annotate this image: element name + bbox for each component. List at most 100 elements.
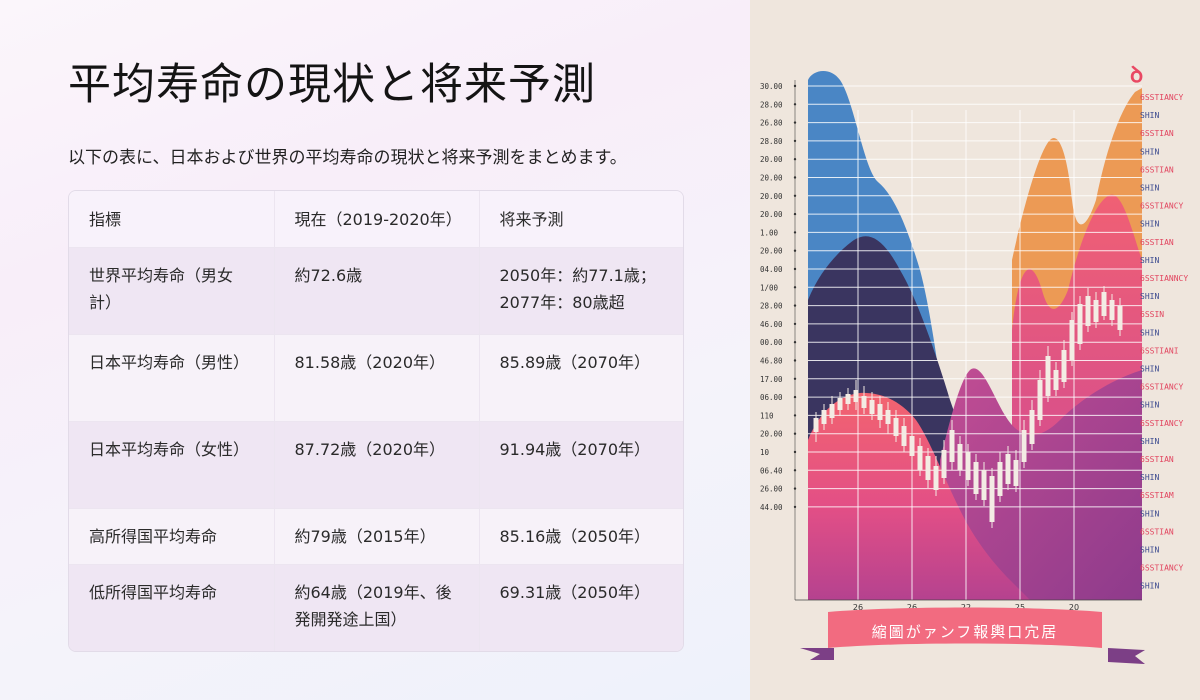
candle-body xyxy=(965,452,971,480)
right-side-label: SHIN xyxy=(1140,184,1159,193)
decorative-chart-illustration: 30.00 28.00 26.80 28.80 20.00 20.00 20.00 20.00… xyxy=(750,0,1200,700)
table-row: 低所得国平均寿命 約64歳（2019年、後発開発途上国） 69.31歳（2050… xyxy=(69,564,683,651)
candle-body xyxy=(909,436,915,456)
table-row: 世界平均寿命（男女計） 約72.6歳 2050年：約77.1歳；2077年：80… xyxy=(69,247,683,335)
candle-body xyxy=(1069,320,1075,360)
y-tick-dot xyxy=(793,212,797,216)
y-tick-dot xyxy=(793,139,797,143)
table-header-row: 指標 現在（2019-2020年） 将来予測 xyxy=(69,191,683,248)
right-side-label: SHIN xyxy=(1140,401,1159,410)
y-tick-label: 30.00 xyxy=(760,82,783,91)
candle-body xyxy=(845,394,851,404)
table-cell: 2050年：約77.1歳；2077年：80歳超 xyxy=(479,247,683,335)
y-tick-label: 06.40 xyxy=(760,466,783,475)
y-tick-label: 10 xyxy=(760,448,770,457)
right-side-label: 6SSTIANCY xyxy=(1140,383,1184,392)
life-expectancy-table: 指標 現在（2019-2020年） 将来予測 世界平均寿命（男女計） 約72.6… xyxy=(68,190,684,652)
right-side-label: 6SSTIAN xyxy=(1140,238,1174,247)
right-side-label: 6SSTIANCY xyxy=(1140,202,1184,211)
y-tick-label: 26.00 xyxy=(760,485,783,494)
candle-body xyxy=(949,430,955,462)
right-side-label: 6SSTIAN xyxy=(1140,129,1174,138)
illustration-svg: 30.00 28.00 26.80 28.80 20.00 20.00 20.00 20.00… xyxy=(760,63,1188,664)
grid-lines xyxy=(808,85,1142,600)
y-tick-dot xyxy=(793,432,797,435)
y-tick-label: 46.00 xyxy=(760,320,783,329)
candle-body xyxy=(1053,370,1059,390)
y-tick-label: 1/00 xyxy=(760,283,779,292)
right-side-label: 6SSTIANI xyxy=(1140,346,1179,355)
y-tick-dot xyxy=(793,450,797,454)
candle-body xyxy=(1093,300,1099,322)
right-side-label: SHIN xyxy=(1140,546,1159,555)
candle-body xyxy=(1117,306,1123,330)
candle-body xyxy=(1109,300,1115,320)
right-side-label: SHIN xyxy=(1140,292,1159,301)
right-side-label: SHIN xyxy=(1140,582,1159,591)
y-tick-dot xyxy=(793,267,797,271)
right-side-label: SHIN xyxy=(1140,147,1159,156)
candle-body xyxy=(1101,292,1107,316)
candle-body xyxy=(1085,296,1091,326)
y-tick-label: 26.80 xyxy=(760,119,783,128)
y-tick-label: 28.00 xyxy=(760,302,783,311)
y-tick-label: 28.00 xyxy=(760,100,783,109)
right-side-label: SHIN xyxy=(1140,509,1159,518)
right-side-label: 6SSTIAN xyxy=(1140,165,1174,174)
table-cell: 日本平均寿命（女性） xyxy=(69,421,275,509)
y-tick-label: 1.00 xyxy=(760,228,779,237)
right-side-label: 6SSTIANNCY xyxy=(1140,274,1188,283)
right-side-label: 6SSTIANCY xyxy=(1140,564,1184,573)
x-tick-labels: 26 26 22 25 20 xyxy=(853,603,1079,612)
y-tick-label: 20.00 xyxy=(760,430,783,439)
y-tick-label: 20.00 xyxy=(760,247,783,256)
y-tick-label: 17.00 xyxy=(760,375,783,384)
candle-body xyxy=(821,410,827,424)
y-tick-dot xyxy=(793,286,797,289)
table-cell: 世界平均寿命（男女計） xyxy=(69,247,275,335)
x-tick-label: 22 xyxy=(961,603,971,612)
candle-body xyxy=(837,398,843,410)
right-side-label: 6SSTIAN xyxy=(1140,527,1174,536)
y-tick-dot xyxy=(793,377,797,380)
right-side-label: 6SSTIANCY xyxy=(1140,419,1184,428)
table-cell: 約79歳（2015年） xyxy=(274,508,480,565)
y-tick-label: 06.00 xyxy=(760,393,783,402)
candle-body xyxy=(1029,410,1035,444)
candle-body xyxy=(869,400,875,414)
right-side-label: SHIN xyxy=(1140,328,1159,337)
candlestick-marks xyxy=(813,286,1123,528)
right-side-label: SHIN xyxy=(1140,437,1159,446)
y-tick-dot xyxy=(793,84,797,88)
y-tick-label: 28.80 xyxy=(760,137,783,146)
candle-body xyxy=(933,466,939,490)
table-cell: 69.31歳（2050年） xyxy=(479,564,683,651)
x-tick-label: 20 xyxy=(1069,603,1079,612)
y-tick-label: 20.00 xyxy=(760,155,783,164)
ribbon-body xyxy=(828,607,1102,648)
right-side-label: SHIN xyxy=(1140,256,1159,265)
ribbon-left-tail xyxy=(800,648,834,660)
y-tick-dot xyxy=(793,158,797,161)
right-side-label: 6SSTIAM xyxy=(1140,491,1174,500)
table-cell: 87.72歳（2020年） xyxy=(274,421,480,509)
right-side-label: 6SSTIAN xyxy=(1140,455,1174,464)
y-tick-dot xyxy=(793,341,797,344)
candle-body xyxy=(893,418,899,436)
y-tick-label: 44.00 xyxy=(760,503,783,512)
y-tick-dot xyxy=(793,322,797,326)
table-cell: 85.89歳（2070年） xyxy=(479,334,683,422)
y-tick-label: 20.00 xyxy=(760,210,783,219)
y-tick-dot xyxy=(793,231,797,234)
y-tick-dot xyxy=(793,469,797,472)
x-tick-label: 25 xyxy=(1015,603,1025,612)
x-tick-label: 26 xyxy=(907,603,917,612)
table-row: 日本平均寿命（男性） 81.58歳（2020年） 85.89歳（2070年） xyxy=(69,334,683,422)
content-panel: 平均寿命の現状と将来予測 以下の表に、日本および世界の平均寿命の現状と将来予測を… xyxy=(0,0,750,700)
candle-body xyxy=(917,446,923,470)
pink-area xyxy=(808,392,1030,600)
y-tick-dot xyxy=(793,487,797,490)
y-tick-dot xyxy=(793,414,797,417)
table-cell: 日本平均寿命（男性） xyxy=(69,334,275,422)
table-cell: 91.94歳（2070年） xyxy=(479,421,683,509)
